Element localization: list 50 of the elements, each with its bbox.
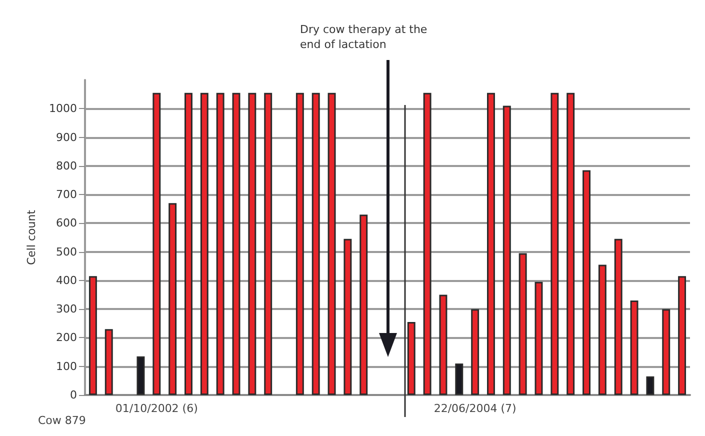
y-tick-label: 0	[70, 388, 77, 402]
bar	[184, 92, 192, 395]
bar	[136, 356, 145, 395]
bar	[232, 92, 240, 395]
bar	[678, 276, 686, 395]
bar	[471, 309, 480, 395]
bar	[328, 92, 336, 395]
bar	[630, 300, 638, 395]
y-axis-title: Cell count	[25, 209, 38, 266]
bar	[518, 253, 527, 395]
bar	[487, 92, 495, 395]
text: Dry cow therapy at the end of lactation	[300, 23, 431, 51]
bar	[439, 294, 448, 395]
bar	[598, 264, 606, 395]
bar	[264, 92, 272, 395]
bar	[407, 322, 416, 395]
bar	[455, 364, 464, 395]
bar	[216, 92, 224, 395]
bar	[248, 92, 256, 395]
bar	[344, 238, 352, 395]
bar	[200, 92, 208, 395]
bar	[423, 92, 432, 395]
bar	[360, 214, 368, 395]
bar	[152, 92, 161, 395]
bar	[614, 238, 622, 395]
y-tick-label: 700	[56, 188, 77, 202]
bar	[312, 92, 320, 395]
bar	[88, 276, 97, 395]
bar	[534, 282, 543, 395]
bar	[104, 329, 113, 395]
bar	[502, 106, 511, 395]
x-tick-label: 01/10/2002 (6)	[115, 402, 198, 415]
bar	[168, 203, 177, 395]
bar	[582, 170, 590, 395]
y-tick-label: 800	[56, 159, 77, 172]
y-tick-label: 300	[56, 302, 77, 316]
bar	[646, 376, 654, 395]
y-tick-label: 1000	[49, 102, 77, 116]
y-tick-label: 500	[56, 245, 77, 258]
y-tick-label: 900	[56, 130, 77, 144]
bar	[296, 92, 304, 395]
y-tick-label: 400	[56, 274, 77, 287]
bar	[566, 92, 575, 395]
y-tick-label: 600	[56, 216, 77, 230]
text: Cow 879	[38, 414, 86, 427]
y-tick-label: 100	[56, 360, 77, 373]
bar	[662, 309, 670, 395]
x-tick-label: 22/06/2004 (7)	[434, 402, 516, 415]
bar	[550, 92, 559, 395]
y-tick-label: 200	[56, 331, 77, 344]
